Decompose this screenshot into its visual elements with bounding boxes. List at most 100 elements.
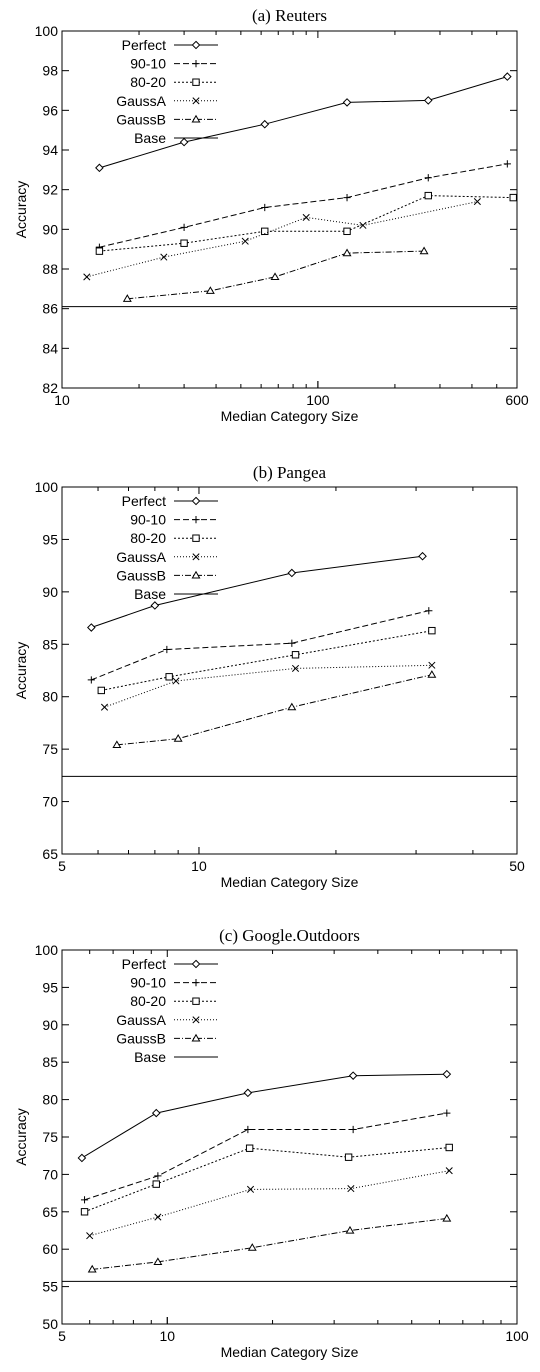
data-point xyxy=(180,223,188,231)
x-tick-label: 100 xyxy=(505,1328,529,1344)
y-tick-label: 70 xyxy=(42,1166,58,1182)
data-point xyxy=(509,193,517,202)
y-tick-label: 98 xyxy=(42,63,58,79)
series-line xyxy=(91,610,429,681)
x-axis-label: Median Category Size xyxy=(221,1344,359,1360)
data-point xyxy=(151,1108,161,1118)
data-point xyxy=(291,651,300,659)
data-point xyxy=(172,677,180,685)
y-tick-label: 50 xyxy=(42,1316,58,1332)
series-perfect xyxy=(95,72,512,173)
x-axis-label: Median Category Size xyxy=(221,874,359,890)
legend-label: 80-20 xyxy=(130,993,166,1009)
data-point xyxy=(342,98,352,107)
y-tick-label: 60 xyxy=(42,1241,58,1257)
data-point xyxy=(87,623,96,632)
series-line xyxy=(84,1147,450,1213)
x-tick-label: 10 xyxy=(191,858,207,874)
y-tick-label: 85 xyxy=(42,636,58,652)
data-point xyxy=(419,246,429,255)
legend-label: 90-10 xyxy=(130,975,166,991)
legend-label: Base xyxy=(134,586,166,602)
data-point xyxy=(343,194,351,202)
series-line xyxy=(86,201,478,278)
legend-marker xyxy=(192,534,200,542)
y-tick-label: 80 xyxy=(42,1092,58,1108)
data-point xyxy=(179,137,189,147)
data-point xyxy=(503,160,511,168)
data-point xyxy=(287,568,297,578)
data-point xyxy=(423,96,433,105)
series-line xyxy=(84,1112,447,1201)
data-point xyxy=(180,239,188,247)
data-point xyxy=(244,1125,252,1134)
data-point xyxy=(445,1143,453,1152)
series-gaussa xyxy=(86,1167,453,1240)
series-line xyxy=(116,674,433,746)
chart-title: (a) Reuters xyxy=(252,6,327,25)
y-tick-label: 75 xyxy=(42,1129,58,1145)
legend-label: 90-10 xyxy=(130,56,166,72)
data-point xyxy=(349,1125,357,1134)
data-point xyxy=(154,1213,162,1221)
series-perfect xyxy=(77,1069,452,1163)
data-point xyxy=(260,119,270,129)
data-point xyxy=(424,191,432,200)
series-line xyxy=(99,76,508,169)
data-point xyxy=(427,670,437,678)
data-point xyxy=(205,286,215,294)
data-point xyxy=(348,1071,358,1080)
series-line xyxy=(99,163,508,248)
legend-marker xyxy=(192,997,200,1005)
legend-marker xyxy=(192,516,200,524)
y-tick-label: 88 xyxy=(42,261,58,277)
chart-title: (b) Pangea xyxy=(253,463,327,482)
legend-label: Perfect xyxy=(122,493,166,509)
plot-frame xyxy=(61,30,518,389)
y-tick-label: 84 xyxy=(42,340,58,356)
data-point xyxy=(80,1208,89,1216)
data-point xyxy=(153,1257,163,1266)
series-gaussa xyxy=(100,661,436,711)
data-point xyxy=(302,213,310,221)
legend-marker xyxy=(191,959,201,969)
data-point xyxy=(424,174,432,182)
legend-label: GaussA xyxy=(116,93,166,109)
legend-marker xyxy=(192,553,200,561)
y-axis-label: Accuracy xyxy=(13,1108,29,1166)
data-point xyxy=(165,673,173,681)
series-gaussb xyxy=(122,246,429,302)
data-point xyxy=(443,1109,451,1117)
data-point xyxy=(150,601,160,610)
legend-marker xyxy=(191,570,201,579)
legend: Perfect 90-10 80-20 GaussA GaussB Base xyxy=(116,493,218,602)
y-tick-label: 100 xyxy=(35,479,59,495)
y-axis-label: Accuracy xyxy=(13,642,29,700)
series-90-10 xyxy=(95,160,511,251)
x-tick-label: 5 xyxy=(58,1328,66,1344)
series-90-10 xyxy=(80,1109,451,1204)
y-tick-label: 90 xyxy=(42,584,58,600)
data-point xyxy=(87,676,95,684)
data-point xyxy=(112,740,122,749)
x-tick-label: 100 xyxy=(306,392,330,408)
y-tick-label: 70 xyxy=(42,794,58,810)
data-point xyxy=(445,1167,453,1175)
series-80-20 xyxy=(80,1143,453,1216)
data-point xyxy=(163,645,171,654)
data-point xyxy=(473,198,481,206)
data-point xyxy=(97,686,105,695)
legend-label: Perfect xyxy=(122,37,166,53)
data-point xyxy=(261,203,269,212)
data-point xyxy=(344,1153,353,1161)
data-point xyxy=(246,1185,255,1193)
data-point xyxy=(245,1144,254,1152)
data-point xyxy=(442,1213,452,1222)
data-point xyxy=(428,626,436,635)
data-point xyxy=(261,227,269,236)
data-point xyxy=(345,1225,355,1234)
data-point xyxy=(173,734,183,742)
series-line xyxy=(99,195,514,252)
y-tick-label: 85 xyxy=(42,1054,58,1070)
y-tick-label: 92 xyxy=(42,182,58,198)
